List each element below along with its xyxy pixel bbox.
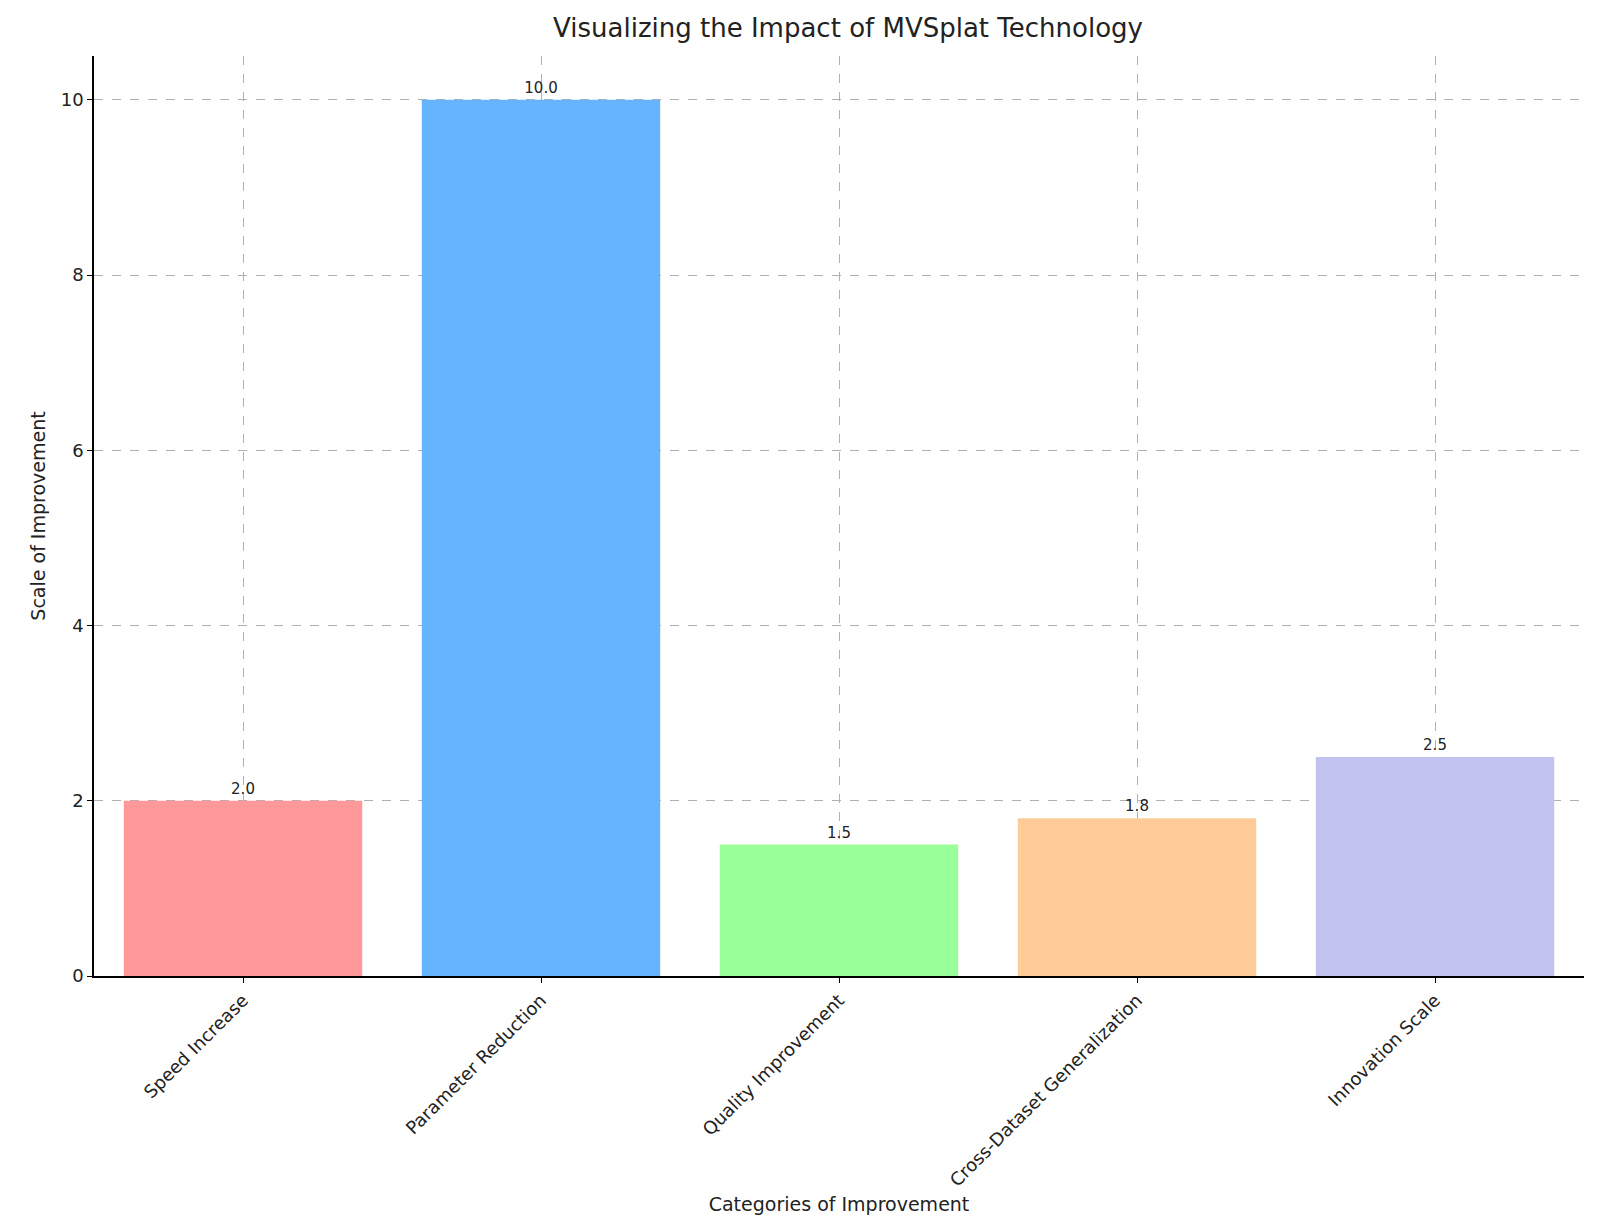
svg-text:6: 6 [72,440,83,461]
svg-text:10: 10 [61,89,84,110]
svg-text:2.5: 2.5 [1423,736,1447,754]
svg-text:1.8: 1.8 [1125,797,1149,815]
svg-text:Cross-Dataset Generalization: Cross-Dataset Generalization [945,990,1146,1191]
svg-text:2.0: 2.0 [231,780,255,798]
svg-text:Innovation Scale: Innovation Scale [1324,990,1445,1111]
svg-text:8: 8 [72,264,83,285]
svg-text:Speed Increase: Speed Increase [140,990,253,1103]
svg-text:2: 2 [72,790,83,811]
svg-text:Parameter Reduction: Parameter Reduction [401,990,550,1139]
svg-text:4: 4 [72,615,83,636]
svg-text:10.0: 10.0 [524,79,557,97]
svg-text:Scale of Improvement: Scale of Improvement [27,411,49,620]
svg-text:1.5: 1.5 [827,824,851,842]
svg-text:Categories of Improvement: Categories of Improvement [709,1193,970,1215]
svg-text:Quality Improvement: Quality Improvement [698,990,848,1140]
svg-text:0: 0 [72,965,83,986]
svg-text:Visualizing the Impact of MVSp: Visualizing the Impact of MVSplat Techno… [553,13,1143,43]
